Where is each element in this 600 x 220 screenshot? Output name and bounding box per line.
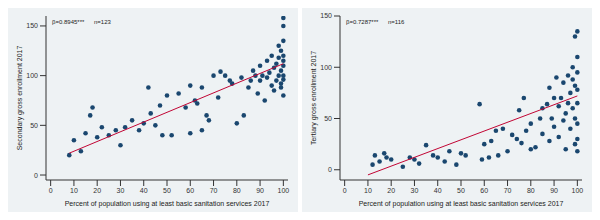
svg-text:50: 50: [324, 115, 332, 122]
svg-text:60: 60: [480, 187, 488, 194]
svg-text:50: 50: [163, 187, 171, 194]
svg-text:Percent of population using at: Percent of population using at least bas…: [65, 200, 270, 208]
html-text:β=0.7287***: β=0.7287***: [346, 19, 379, 25]
svg-text:70: 70: [504, 187, 512, 194]
svg-text:90: 90: [550, 187, 558, 194]
svg-text:Secondary gross enrollment 201: Secondary gross enrollment 2017: [16, 46, 24, 151]
svg-text:80: 80: [527, 187, 535, 194]
svg-text:60: 60: [186, 187, 194, 194]
svg-text:0: 0: [328, 166, 332, 173]
svg-text:30: 30: [411, 187, 419, 194]
svg-text:0: 0: [34, 172, 38, 179]
svg-text:Percent of population using at: Percent of population using at least bas…: [359, 200, 564, 208]
html-text:n=116: n=116: [388, 19, 405, 25]
svg-text:30: 30: [117, 187, 125, 194]
svg-text:90: 90: [256, 187, 264, 194]
svg-text:40: 40: [140, 187, 148, 194]
svg-text:40: 40: [434, 187, 442, 194]
svg-text:Tertiary gross enrollment 2017: Tertiary gross enrollment 2017: [310, 51, 318, 145]
svg-text:80: 80: [233, 187, 241, 194]
svg-text:150: 150: [320, 12, 332, 19]
svg-text:0: 0: [49, 187, 53, 194]
html-text:β=0.8945***: β=0.8945***: [52, 19, 85, 25]
svg-text:70: 70: [210, 187, 218, 194]
svg-text:100: 100: [572, 187, 584, 194]
html-text:n=123: n=123: [94, 19, 111, 25]
svg-text:10: 10: [70, 187, 78, 194]
svg-text:0: 0: [343, 187, 347, 194]
svg-text:20: 20: [93, 187, 101, 194]
svg-text:100: 100: [320, 64, 332, 71]
svg-text:20: 20: [387, 187, 395, 194]
svg-text:50: 50: [30, 122, 38, 129]
svg-text:10: 10: [364, 187, 372, 194]
svg-text:50: 50: [457, 187, 465, 194]
svg-text:100: 100: [278, 187, 290, 194]
svg-text:150: 150: [26, 22, 38, 29]
svg-text:100: 100: [26, 72, 38, 79]
